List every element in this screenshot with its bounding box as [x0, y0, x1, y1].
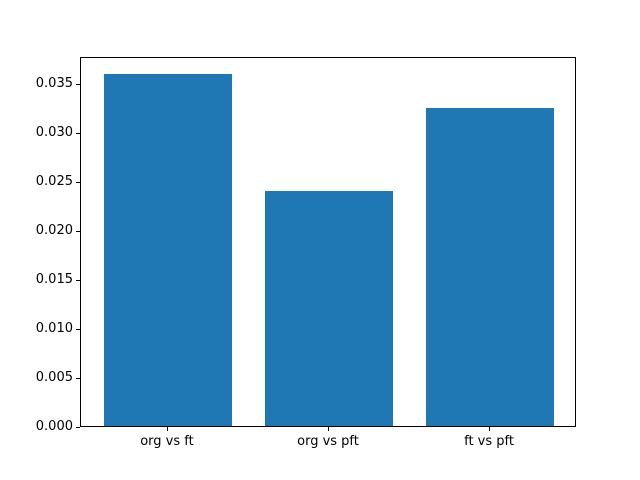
x-tick-mark	[166, 427, 168, 431]
plot-area	[80, 57, 576, 427]
x-tick-mark	[489, 427, 491, 431]
y-tick-label: 0.035	[35, 76, 73, 92]
y-tick-mark	[76, 181, 80, 183]
y-tick-mark	[76, 328, 80, 330]
x-tick-label: org vs ft	[140, 434, 194, 449]
y-tick-label: 0.005	[35, 370, 73, 386]
bar-ft-vs-pft	[425, 107, 555, 426]
y-tick-mark	[76, 426, 80, 428]
y-tick-label: 0.015	[35, 272, 73, 288]
y-tick-label: 0.025	[35, 174, 73, 190]
y-tick-label: 0.030	[35, 125, 73, 141]
y-tick-mark	[76, 132, 80, 134]
x-tick-label: ft vs pft	[464, 434, 514, 449]
y-tick-label: 0.010	[35, 321, 73, 337]
y-tick-label: 0.020	[35, 223, 73, 239]
y-tick-mark	[76, 230, 80, 232]
x-tick-mark	[328, 427, 329, 431]
bar-org-vs-pft	[264, 191, 394, 426]
y-tick-mark	[76, 377, 80, 379]
bar-org-vs-ft	[103, 73, 233, 426]
y-tick-mark	[76, 83, 80, 85]
y-tick-mark	[76, 279, 80, 281]
y-tick-label: 0.000	[35, 419, 73, 434]
x-tick-label: org vs pft	[297, 434, 359, 449]
